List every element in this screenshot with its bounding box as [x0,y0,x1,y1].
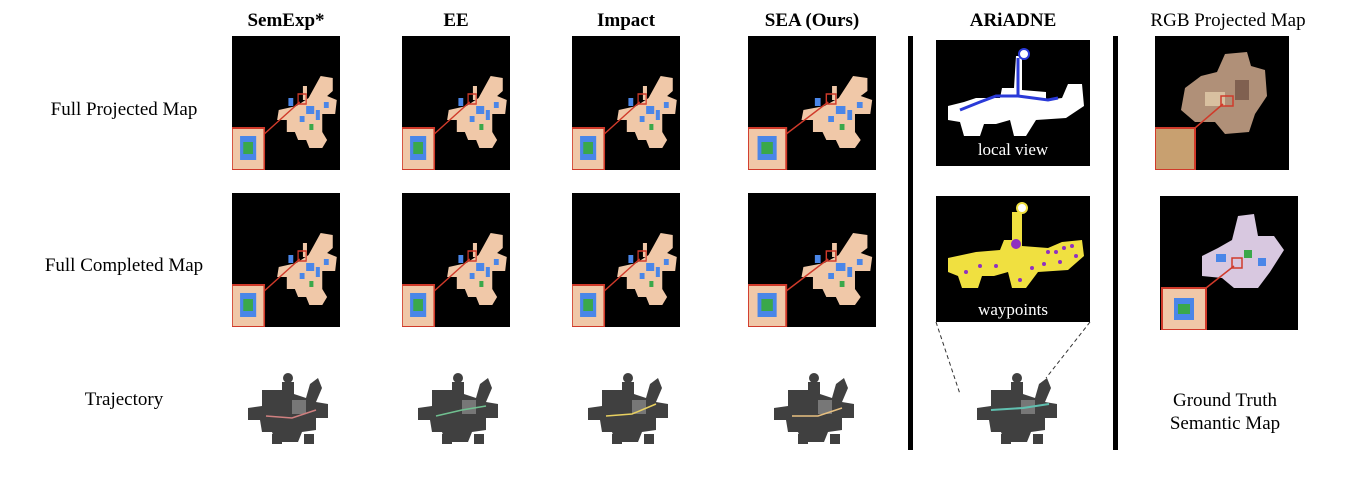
column-header-rgb-projected-map: RGB Projected Map [1150,10,1306,31]
column-header-ee: EE [443,10,469,31]
ee-trajectory [418,373,498,444]
ee-projected-map [402,36,510,170]
impact-projected-map [572,36,680,170]
semexp-projected-map [232,36,340,170]
ee-completed-map [402,193,510,327]
column-header-ariadne: ARiADNE [969,10,1057,31]
ground-truth-caption: Ground Truth Semantic Map [1150,389,1300,435]
zoom-connector-lines [935,322,1091,395]
ariadne-waypoints-caption: waypoints [978,300,1048,319]
ariadne-trajectory [977,373,1057,444]
ground-truth-line1: Ground Truth [1173,390,1277,411]
column-header-sea: SEA (Ours) [764,10,860,31]
sea-completed-map [748,193,876,327]
column-header-semexp: SemExp* [247,10,325,31]
ariadne-local-view-caption: local view [977,140,1049,159]
impact-completed-map [572,193,680,327]
semexp-completed-map [232,193,340,327]
rgb-projected-map [1155,36,1289,170]
semexp-trajectory [248,373,328,444]
sea-trajectory [774,373,854,444]
divider-left [908,36,913,450]
ground-truth-line2: Semantic Map [1169,413,1281,434]
divider-right [1113,36,1118,450]
row-label-trajectory: Trajectory [84,389,164,410]
rgb-completed-map [1160,196,1298,330]
row-label-full-completed-map: Full Completed Map [44,255,204,276]
column-header-impact: Impact [596,10,656,31]
sea-projected-map [748,36,876,170]
ariadne-waypoints: waypoints [936,196,1090,322]
ariadne-local-view: local view [936,40,1090,166]
impact-trajectory [588,373,668,444]
row-label-full-projected-map: Full Projected Map [50,99,198,120]
